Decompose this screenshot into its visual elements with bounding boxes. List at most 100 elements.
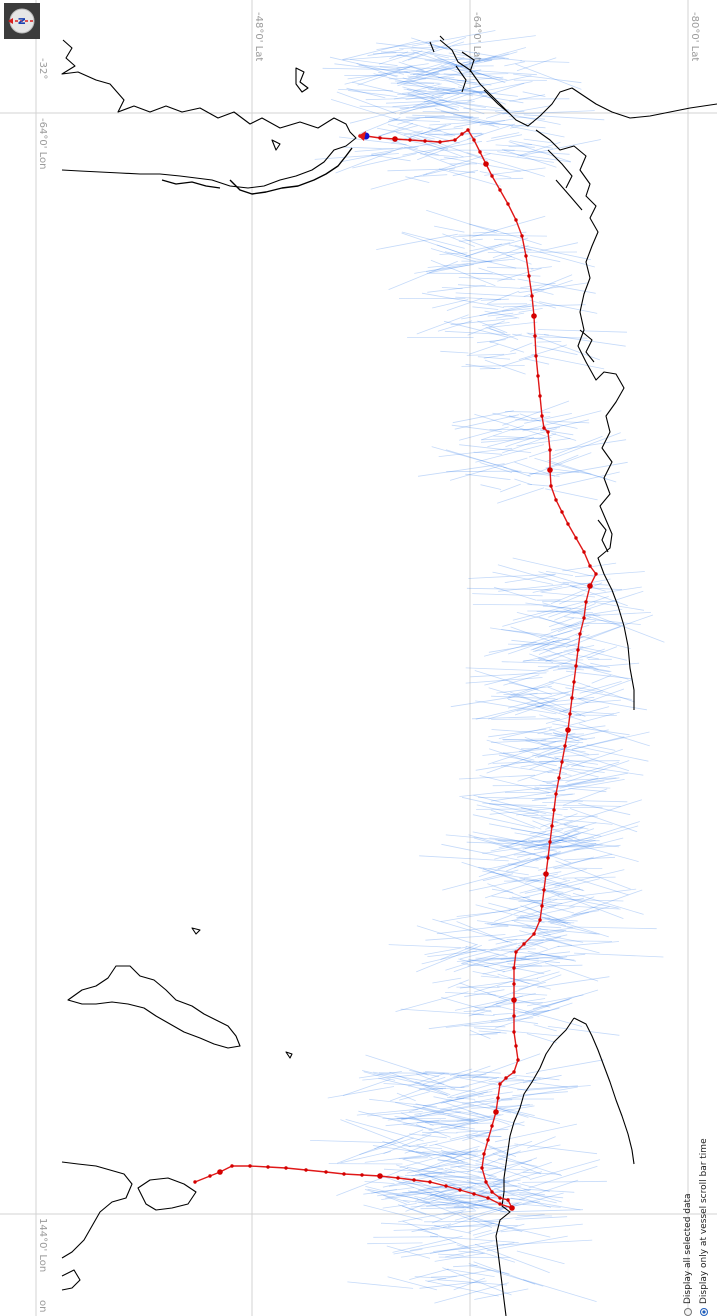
- vector-line: [488, 853, 558, 870]
- vector-line: [429, 1235, 519, 1243]
- vector-line: [389, 1071, 449, 1096]
- track-dot: [490, 1190, 494, 1194]
- track-dot: [478, 150, 482, 154]
- grid-label-lat-48: -48°0' Lat: [253, 12, 264, 61]
- vector-line: [516, 1250, 565, 1265]
- radio-display-scroll-time[interactable]: Display only at vessel scroll bar time: [699, 1138, 709, 1316]
- vector-line: [466, 123, 516, 140]
- radio-display-scroll-time-label: Display only at vessel scroll bar time: [699, 1138, 709, 1304]
- vector-line: [536, 706, 586, 722]
- vector-line: [387, 1111, 461, 1121]
- vector-line: [396, 63, 429, 69]
- vector-line: [478, 1180, 506, 1192]
- vector-line: [547, 460, 617, 483]
- vector-line: [502, 1105, 535, 1112]
- vector-line: [414, 174, 448, 177]
- vector-line: [385, 1120, 440, 1127]
- vector-line: [563, 823, 589, 830]
- vector-line: [471, 716, 536, 720]
- track-dot: [472, 1192, 476, 1196]
- vector-line: [478, 866, 529, 876]
- vector-line: [390, 1075, 460, 1102]
- vector-line: [579, 622, 623, 625]
- vector-line: [372, 52, 397, 55]
- vector-line: [516, 705, 545, 712]
- vector-line: [396, 1092, 416, 1102]
- vector-line: [585, 609, 623, 616]
- vector-line: [377, 122, 414, 138]
- vector-line: [523, 138, 554, 144]
- vector-line: [476, 808, 533, 810]
- vector-line: [338, 89, 393, 92]
- vector-line: [426, 209, 497, 234]
- vector-line: [519, 877, 584, 891]
- vector-line: [420, 1161, 465, 1171]
- vector-line: [409, 1242, 457, 1251]
- vector-line: [435, 1194, 464, 1206]
- vector-line: [554, 603, 596, 621]
- vector-line: [491, 729, 553, 735]
- vector-line: [402, 1145, 443, 1149]
- vector-line: [434, 87, 474, 97]
- vector-line: [466, 353, 505, 356]
- vector-line: [441, 843, 521, 861]
- vector-line: [546, 421, 578, 429]
- vector-line: [525, 873, 558, 883]
- vector-line: [397, 92, 487, 95]
- vector-line: [508, 116, 546, 120]
- vector-line: [543, 733, 573, 739]
- vector-line: [421, 292, 504, 308]
- vector-line: [358, 65, 447, 70]
- vector-line: [564, 799, 643, 825]
- vector-line: [381, 51, 419, 54]
- vector-line: [423, 1071, 498, 1079]
- vector-line: [464, 989, 505, 998]
- vector-line: [491, 718, 560, 720]
- vector-line: [509, 94, 546, 102]
- track-dot: [482, 1152, 486, 1156]
- vector-line: [452, 169, 479, 177]
- vector-line: [509, 1191, 545, 1196]
- vector-line: [364, 1155, 422, 1163]
- vector-line: [499, 1144, 561, 1157]
- vector-line: [446, 470, 522, 473]
- vector-line: [442, 1154, 469, 1164]
- vector-line: [442, 1101, 510, 1125]
- vector-line: [429, 1122, 493, 1126]
- compass-button[interactable]: N: [4, 3, 40, 39]
- track-dot: [546, 430, 550, 434]
- vector-line: [461, 304, 537, 320]
- vector-line: [553, 867, 603, 869]
- vector-line: [452, 231, 527, 238]
- track-dot: [542, 888, 546, 892]
- vector-line: [434, 55, 459, 67]
- radio-display-scroll-time-dot[interactable]: [700, 1308, 708, 1316]
- vector-line: [538, 832, 571, 843]
- vector-line: [502, 738, 584, 744]
- vector-line: [468, 1110, 525, 1127]
- vector-line: [537, 711, 620, 735]
- radio-display-all-dot[interactable]: [684, 1308, 692, 1316]
- vector-line: [558, 839, 639, 862]
- vector-line: [402, 37, 467, 63]
- vector-line: [386, 1245, 431, 1259]
- vector-line: [472, 1229, 492, 1236]
- vector-line: [513, 853, 536, 856]
- radio-display-all[interactable]: Display all selected data: [683, 1193, 693, 1316]
- vector-line: [385, 100, 447, 104]
- vector-line: [500, 964, 583, 968]
- vector-line: [432, 299, 469, 309]
- vector-line: [527, 696, 595, 705]
- vector-line: [364, 1181, 395, 1184]
- vector-line: [456, 1073, 487, 1077]
- vector-line: [456, 910, 511, 917]
- vector-line: [530, 416, 551, 420]
- vector-line: [510, 121, 535, 129]
- coastline-tasmania: [61, 1161, 133, 1259]
- vector-line: [414, 1196, 460, 1207]
- vector-line: [568, 840, 620, 848]
- vector-line: [473, 1261, 536, 1285]
- coastlines: [61, 35, 717, 1316]
- vector-line: [492, 760, 565, 764]
